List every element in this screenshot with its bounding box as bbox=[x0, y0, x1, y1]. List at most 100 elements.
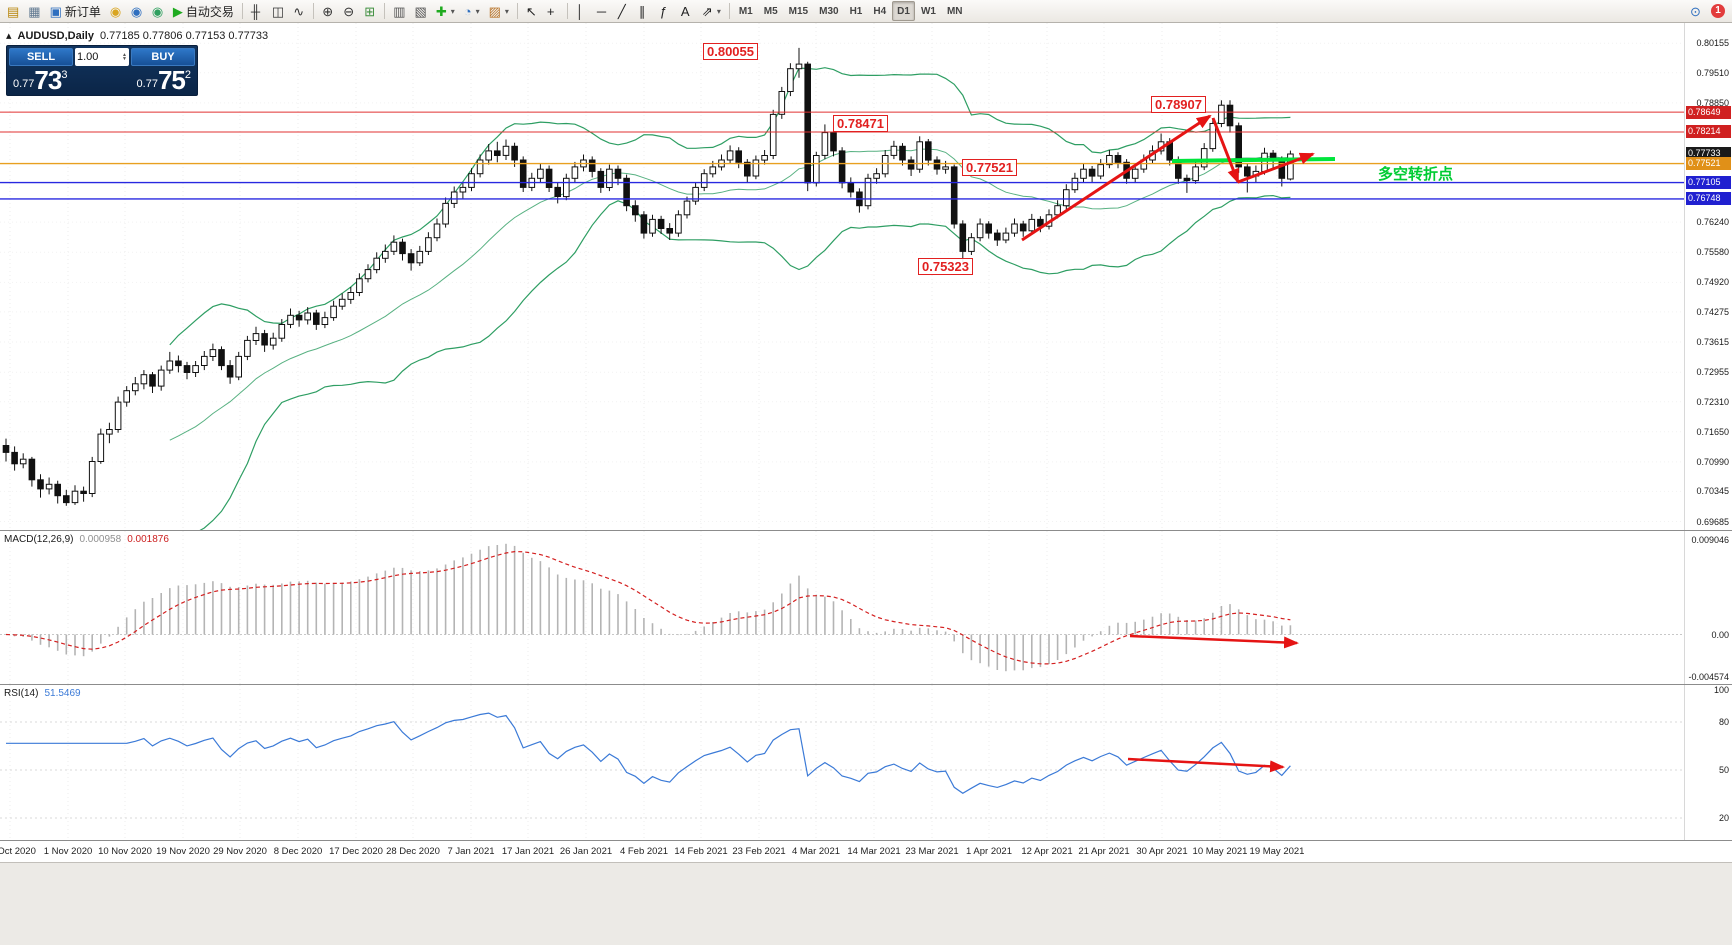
collapse-trade-panel-icon[interactable]: ▴ bbox=[6, 30, 12, 42]
price-chart[interactable] bbox=[0, 23, 1684, 530]
new-order-button[interactable]: ▣ 新订单 bbox=[46, 1, 105, 21]
rsi-panel[interactable]: RSI(14) 51.5469 100 80 50 20 bbox=[0, 684, 1732, 840]
webtrader-button[interactable]: ◉ bbox=[148, 1, 168, 21]
price-tag: 0.77105 bbox=[1686, 176, 1731, 190]
time-axis-label: 21 Apr 2021 bbox=[1078, 846, 1130, 857]
buy-button[interactable]: BUY bbox=[131, 48, 195, 66]
toolbar: ▤ ▦ ▣ 新订单 ◉ ◉ ◉ ▶ 自动交易 ╫ ◫ ∿ ⊕ ⊖ ⊞ ▥ ▧ ✚ ▾ ◔ ▾ ▨ ▾ ↖ + │ ─ ╱ ∥ ƒ A ⇗ ▾ M1… bbox=[0, 0, 1732, 23]
fibonacci-button[interactable]: ƒ bbox=[656, 1, 676, 21]
tf-h1-button[interactable]: H1 bbox=[845, 1, 868, 21]
horizontal-line-button[interactable]: ─ bbox=[593, 1, 613, 21]
deposit-icon: ◉ bbox=[109, 3, 122, 19]
chevron-down-icon: ▾ bbox=[475, 6, 480, 16]
search-button[interactable]: ⊙ bbox=[1686, 1, 1706, 21]
candlestick-mode-button[interactable]: ◫ bbox=[268, 1, 288, 21]
time-axis-label: 17 Dec 2020 bbox=[329, 846, 383, 857]
text-tool-button[interactable]: A bbox=[677, 1, 697, 21]
time-axis-label: 28 Dec 2020 bbox=[386, 846, 440, 857]
one-click-trading-panel: SELL 1.00 ▲ ▼ BUY 0.77 73 3 bbox=[6, 45, 198, 96]
profiles-button[interactable]: ▦ bbox=[24, 1, 44, 21]
webtrader-icon: ◉ bbox=[151, 3, 164, 19]
macd-scale[interactable]: 0.009046 0.00 -0.004574 bbox=[1684, 531, 1732, 684]
rsi-name: RSI(14) bbox=[4, 688, 39, 699]
tile-windows-button[interactable]: ⊞ bbox=[360, 1, 380, 21]
volume-input[interactable]: 1.00 ▲ ▼ bbox=[75, 48, 129, 66]
arrows-tool-button[interactable]: ⇗ ▾ bbox=[698, 1, 725, 21]
vertical-line-icon: │ bbox=[575, 3, 585, 19]
ohlc-values: 0.77185 0.77806 0.77153 0.77733 bbox=[99, 29, 269, 42]
macd-chart bbox=[0, 531, 1684, 684]
time-axis-label: 14 Feb 2021 bbox=[674, 846, 728, 857]
macd-panel[interactable]: MACD(12,26,9) 0.000958 0.001876 0.009046… bbox=[0, 530, 1732, 684]
price-tick: 0.79510 bbox=[1696, 67, 1729, 78]
tf-mn-button[interactable]: MN bbox=[942, 1, 968, 21]
price-scale[interactable]: 0.80155 0.79510 0.78850 0.76240 0.75580 0.749… bbox=[1684, 23, 1732, 530]
zoom-out-icon: ⊖ bbox=[343, 3, 355, 19]
time-axis-label: 23 Feb 2021 bbox=[732, 846, 786, 857]
chevron-down-icon: ▾ bbox=[504, 6, 509, 16]
zoom-in-button[interactable]: ⊕ bbox=[318, 1, 338, 21]
time-axis-label: 19 May 2021 bbox=[1249, 846, 1305, 857]
time-axis-label: 7 Jan 2021 bbox=[447, 846, 495, 857]
chevron-down-icon: ▾ bbox=[716, 6, 721, 16]
time-axis[interactable]: 22 Oct 2020 1 Nov 2020 10 Nov 2020 19 Nov 2… bbox=[0, 840, 1732, 862]
new-chart-button[interactable]: ▤ bbox=[3, 1, 23, 21]
price-tick: 0.69685 bbox=[1696, 516, 1729, 527]
strategy-tester-button[interactable]: ▧ bbox=[411, 1, 431, 21]
autotrading-button[interactable]: ▶ 自动交易 bbox=[169, 1, 238, 21]
new-chart-icon: ▤ bbox=[7, 3, 20, 19]
price-tick: 0.70345 bbox=[1696, 486, 1729, 497]
tile-windows-icon: ⊞ bbox=[364, 3, 376, 19]
vertical-line-button[interactable]: │ bbox=[572, 1, 592, 21]
zoom-out-button[interactable]: ⊖ bbox=[339, 1, 359, 21]
price-tick: 0.73615 bbox=[1696, 337, 1729, 348]
chevron-down-icon: ▾ bbox=[450, 6, 455, 16]
candlestick-mode-icon: ◫ bbox=[271, 3, 285, 19]
strategy-tester-icon: ▧ bbox=[414, 3, 427, 19]
tf-d1-button[interactable]: D1 bbox=[892, 1, 915, 21]
templates-button[interactable]: ▨ ▾ bbox=[485, 1, 513, 21]
rsi-tick: 100 bbox=[1713, 685, 1729, 695]
data-window-button[interactable]: ▥ bbox=[389, 1, 409, 21]
rsi-scale[interactable]: 100 80 50 20 bbox=[1684, 685, 1732, 840]
time-axis-label: 1 Apr 2021 bbox=[966, 846, 1012, 857]
price-panel[interactable]: ▴ AUDUSD,Daily 0.77185 0.77806 0.77153 0… bbox=[0, 23, 1732, 530]
tf-m15-button[interactable]: M15 bbox=[784, 1, 813, 21]
trendline-button[interactable]: ╱ bbox=[614, 1, 634, 21]
price-tick: 0.72310 bbox=[1696, 396, 1729, 407]
sell-price-sup: 3 bbox=[61, 69, 68, 81]
macd-label: MACD(12,26,9) 0.000958 0.001876 bbox=[4, 534, 169, 545]
tf-m5-button[interactable]: M5 bbox=[759, 1, 783, 21]
deposit-button[interactable]: ◉ bbox=[106, 1, 126, 21]
cursor-button[interactable]: ↖ bbox=[522, 1, 542, 21]
time-axis-label: 12 Apr 2021 bbox=[1021, 846, 1073, 857]
line-chart-mode-button[interactable]: ∿ bbox=[289, 1, 309, 21]
tf-w1-button[interactable]: W1 bbox=[916, 1, 941, 21]
price-tick: 0.76240 bbox=[1696, 217, 1729, 228]
autotrading-label: 自动交易 bbox=[185, 4, 234, 19]
arrows-tool-icon: ⇗ bbox=[701, 3, 713, 19]
time-axis-label: 8 Dec 2020 bbox=[273, 846, 323, 857]
new-order-label: 新订单 bbox=[64, 4, 101, 19]
time-axis-label: 22 Oct 2020 bbox=[0, 846, 36, 857]
time-axis-label: 26 Jan 2021 bbox=[559, 846, 613, 857]
tf-m1-button[interactable]: M1 bbox=[734, 1, 758, 21]
notifications-button[interactable]: 1 bbox=[1707, 1, 1729, 21]
tf-h4-button[interactable]: H4 bbox=[868, 1, 891, 21]
window-background bbox=[0, 862, 1732, 945]
periods-button[interactable]: ◔ ▾ bbox=[460, 1, 484, 21]
price-tick: 0.72955 bbox=[1696, 367, 1729, 378]
data-window-icon: ▥ bbox=[393, 3, 406, 19]
new-order-icon: ▣ bbox=[49, 3, 62, 19]
add-indicator-button[interactable]: ✚ ▾ bbox=[432, 1, 459, 21]
account-button[interactable]: ◉ bbox=[127, 1, 147, 21]
sell-button[interactable]: SELL bbox=[9, 48, 73, 66]
tf-m30-button[interactable]: M30 bbox=[814, 1, 843, 21]
crosshair-button[interactable]: + bbox=[543, 1, 563, 21]
rsi-value: 51.5469 bbox=[44, 688, 81, 699]
equidistant-channel-button[interactable]: ∥ bbox=[635, 1, 655, 21]
bar-chart-mode-button[interactable]: ╫ bbox=[247, 1, 267, 21]
buy-price-sup: 2 bbox=[184, 69, 191, 81]
sell-price: 0.77 73 3 bbox=[13, 67, 67, 93]
volume-stepper-icon[interactable]: ▲ ▼ bbox=[122, 52, 127, 62]
